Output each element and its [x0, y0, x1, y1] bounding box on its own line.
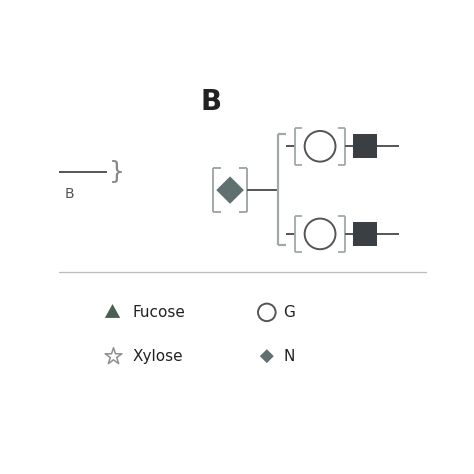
Text: Xylose: Xylose: [133, 349, 183, 364]
Text: N: N: [283, 349, 295, 364]
Text: B: B: [65, 187, 74, 201]
Polygon shape: [105, 304, 120, 318]
Text: B: B: [201, 88, 222, 116]
Polygon shape: [260, 349, 274, 363]
Circle shape: [305, 219, 336, 249]
Text: }: }: [109, 160, 125, 184]
Text: Fucose: Fucose: [133, 305, 186, 320]
Point: [109, 352, 116, 360]
Circle shape: [258, 304, 275, 321]
Polygon shape: [216, 176, 244, 204]
Circle shape: [305, 131, 336, 162]
Bar: [353, 222, 377, 246]
Text: G: G: [283, 305, 295, 320]
Bar: [353, 135, 377, 158]
